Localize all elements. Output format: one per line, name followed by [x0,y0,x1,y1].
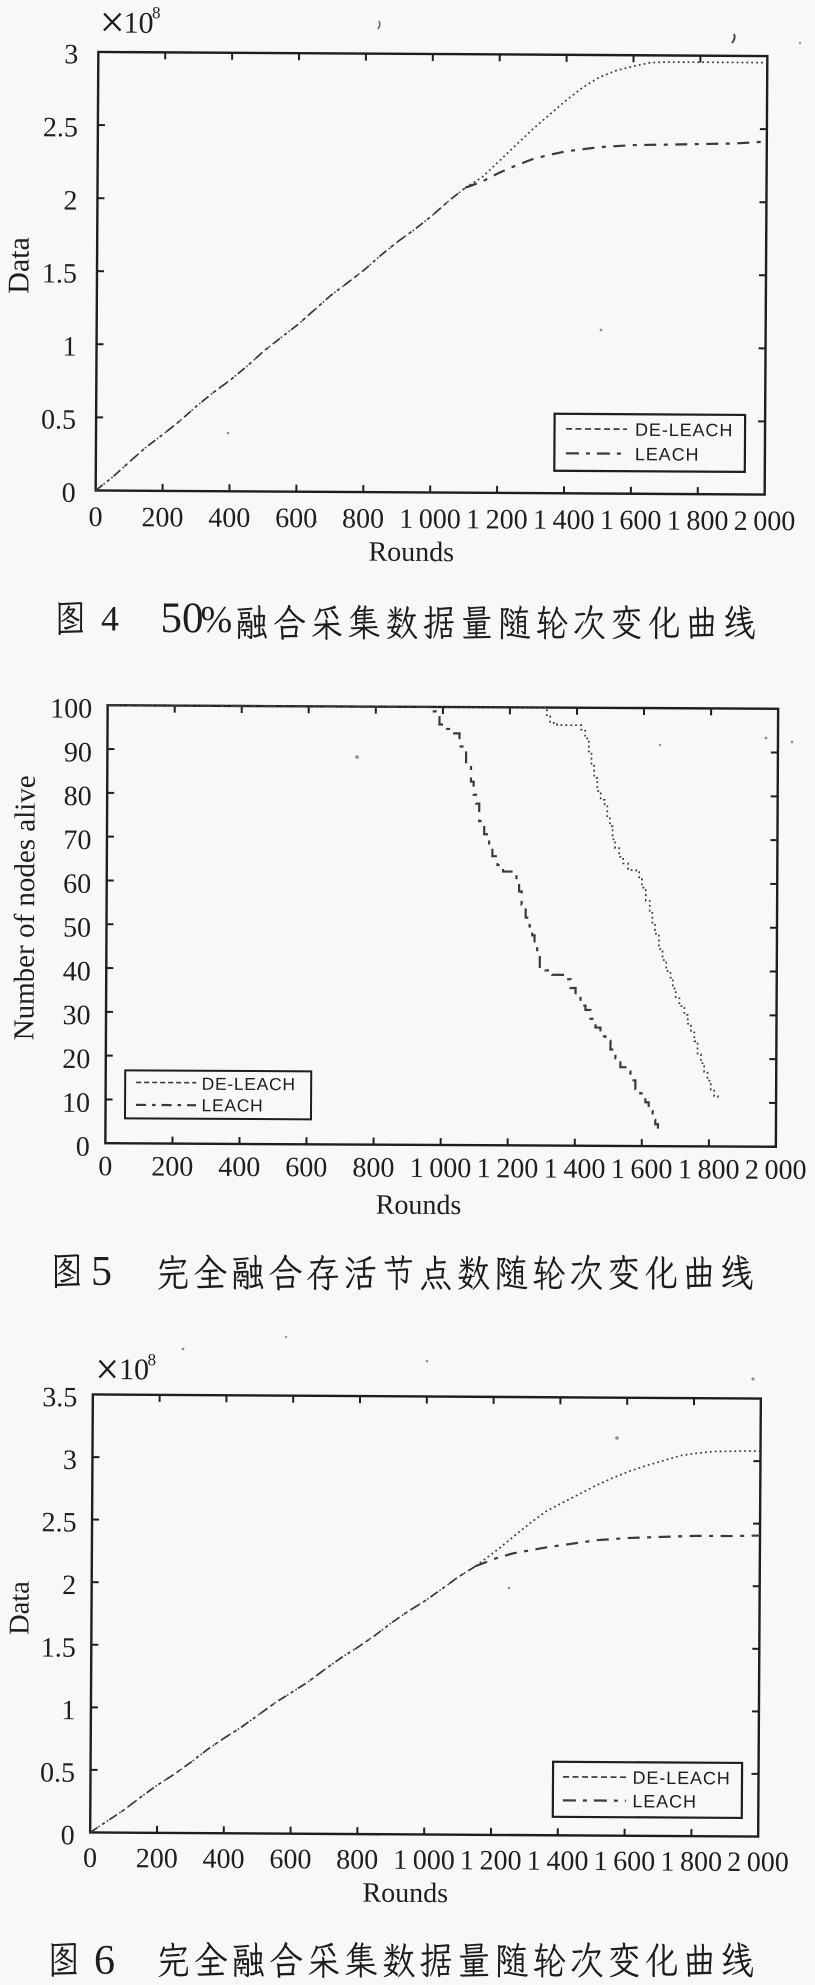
svg-text:4: 4 [101,599,119,639]
svg-text:DE-LEACH: DE-LEACH [635,420,733,441]
svg-text:2.5: 2.5 [41,1507,76,1538]
svg-text:1 800: 1 800 [678,1154,740,1185]
svg-text:0: 0 [76,1132,90,1163]
svg-text:400: 400 [218,1152,260,1183]
svg-text:1: 1 [61,1695,75,1726]
svg-text:Data: Data [2,237,35,294]
svg-text:50: 50 [63,913,91,944]
svg-text:70: 70 [63,825,91,856]
svg-text:0: 0 [61,1820,75,1851]
svg-text:1 600: 1 600 [600,505,662,536]
svg-text:2 000: 2 000 [745,1155,807,1186]
svg-text:20: 20 [62,1044,90,1075]
svg-text:1 200: 1 200 [466,504,528,535]
svg-text:2 000: 2 000 [727,1847,789,1878]
svg-text:Number of nodes alive: Number of nodes alive [8,775,41,1040]
svg-text:1: 1 [62,332,76,363]
svg-text:2: 2 [62,1570,76,1601]
svg-text:1 400: 1 400 [527,1846,589,1877]
svg-text:2.5: 2.5 [43,112,78,143]
svg-text:8: 8 [152,3,161,22]
svg-text:2: 2 [63,185,77,216]
svg-text:DE-LEACH: DE-LEACH [202,1074,296,1094]
svg-text:2 000: 2 000 [734,506,796,537]
svg-text:1.5: 1.5 [42,258,77,289]
svg-text:10: 10 [62,1088,90,1119]
svg-text:6: 6 [94,1938,115,1984]
svg-text:1.5: 1.5 [41,1632,76,1663]
svg-text:1 800: 1 800 [660,1846,722,1877]
svg-text:3.5: 3.5 [42,1382,77,1413]
svg-text:%: % [201,599,233,641]
svg-text:1 800: 1 800 [667,505,729,536]
svg-text:0: 0 [88,502,102,533]
svg-text:5: 5 [91,1249,112,1295]
svg-text:1 400: 1 400 [533,505,595,536]
svg-text:90: 90 [64,737,92,768]
svg-text:50: 50 [161,595,204,642]
svg-text:1 000: 1 000 [410,1153,472,1184]
svg-text:60: 60 [63,869,91,900]
svg-text:0: 0 [83,1843,97,1874]
svg-text:800: 800 [342,503,384,534]
svg-text:3: 3 [64,39,78,70]
svg-text:1 400: 1 400 [544,1154,606,1185]
svg-text:Data: Data [4,1581,35,1635]
svg-text:200: 200 [151,1151,193,1182]
svg-text:1 200: 1 200 [460,1845,522,1876]
svg-text:8: 8 [147,1350,156,1369]
svg-text:200: 200 [141,502,183,533]
svg-text:Rounds: Rounds [362,1878,448,1910]
svg-text:400: 400 [208,503,250,534]
svg-text:1 600: 1 600 [594,1846,656,1877]
svg-text:0.5: 0.5 [40,1758,75,1789]
svg-text:10: 10 [119,1353,149,1386]
svg-text:LEACH: LEACH [635,444,700,464]
svg-text:0.5: 0.5 [41,405,76,436]
svg-text:3: 3 [63,1445,77,1476]
svg-text:LEACH: LEACH [202,1095,264,1115]
svg-text:10: 10 [123,7,153,40]
svg-text:40: 40 [63,956,91,987]
svg-text:80: 80 [64,781,92,812]
svg-text:800: 800 [336,1844,378,1875]
svg-text:800: 800 [352,1153,394,1184]
svg-text:1 000: 1 000 [399,504,461,535]
svg-text:1 000: 1 000 [393,1845,455,1876]
svg-text:200: 200 [136,1843,178,1874]
svg-text:Rounds: Rounds [376,1190,462,1221]
svg-text:0: 0 [98,1151,112,1182]
svg-text:LEACH: LEACH [632,1791,697,1811]
svg-text:100: 100 [50,693,92,724]
svg-text:0: 0 [62,478,76,509]
svg-text:400: 400 [203,1844,245,1875]
svg-text:600: 600 [275,503,317,534]
svg-text:1 200: 1 200 [477,1153,539,1184]
svg-text:600: 600 [269,1844,311,1875]
svg-text:30: 30 [62,1000,90,1031]
svg-text:DE-LEACH: DE-LEACH [632,1768,730,1789]
svg-text:600: 600 [285,1152,327,1183]
svg-text:Rounds: Rounds [368,537,454,569]
svg-text:1 600: 1 600 [611,1154,673,1185]
